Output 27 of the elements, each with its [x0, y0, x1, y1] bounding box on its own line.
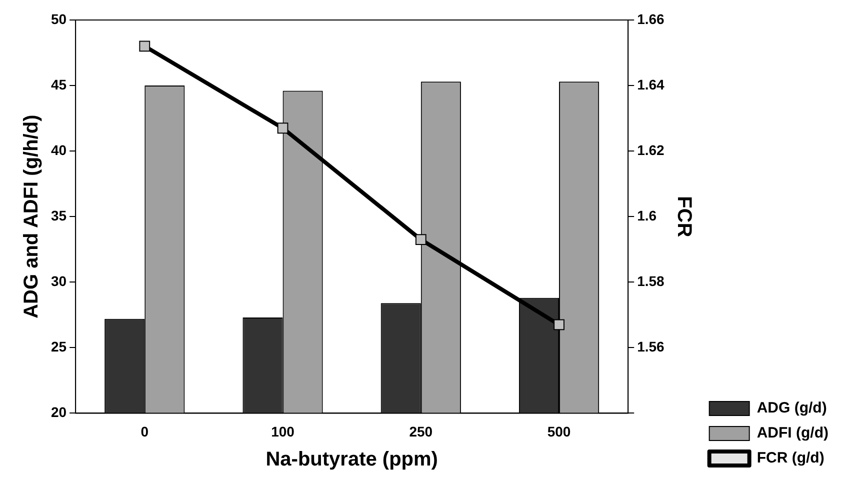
legend-label: ADFI (g/d)	[756, 424, 828, 442]
y2-tick-label: 1.64	[637, 76, 665, 92]
y-tick-label: 25	[50, 338, 67, 355]
y-tick-label: 40	[50, 142, 67, 158]
point	[554, 319, 564, 330]
x-tick-label: 0	[140, 423, 149, 440]
y2-tick-label: 1.58	[637, 272, 665, 289]
y2-axis-title: FCR	[672, 196, 695, 238]
y2-tick-label: 1.62	[637, 142, 665, 158]
y2-tick-label: 1.66	[637, 10, 665, 27]
y-axis-title: ADG and ADFI (g/h/d)	[20, 114, 43, 318]
x-tick-label: 100	[271, 423, 295, 440]
x-tick-label: 500	[547, 423, 571, 440]
point	[415, 234, 426, 245]
y2-tick-label: 1.56	[637, 338, 665, 355]
y-tick-label: 20	[50, 404, 67, 420]
y-tick-label: 35	[50, 207, 67, 224]
legend-label: FCR (g/d)	[756, 450, 824, 467]
point	[139, 40, 150, 52]
y-tick-label: 30	[50, 272, 67, 289]
x-tick-label: 250	[409, 423, 433, 440]
y-tick-label: 50	[50, 10, 67, 27]
x-axis-title: Na-butyrate (ppm)	[266, 448, 438, 471]
y2-tick-label: 1.6	[637, 207, 657, 224]
legend-label: ADG (g/d)	[756, 400, 827, 417]
y-tick-label: 45	[50, 76, 67, 92]
point	[277, 122, 288, 134]
